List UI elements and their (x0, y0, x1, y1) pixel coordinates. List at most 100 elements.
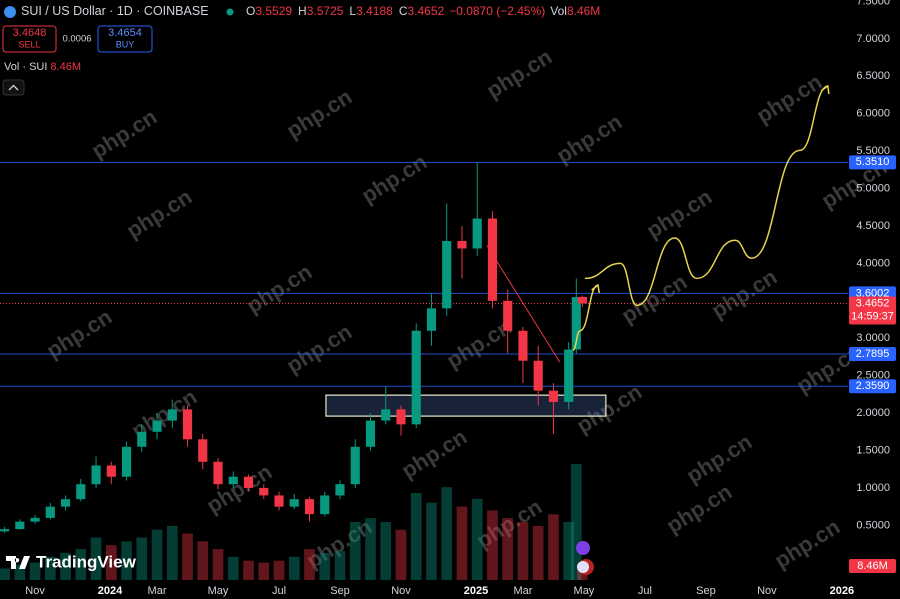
x-tick-label: Jul (638, 585, 652, 597)
volume-bar (121, 541, 132, 580)
x-tick-label: 2026 (830, 585, 854, 597)
candle-body (533, 360, 543, 391)
candle-body (228, 476, 238, 485)
level-label: 2.3590 (856, 380, 890, 392)
volume-bar (380, 522, 392, 580)
volume-bar (29, 562, 41, 580)
volume-bar (136, 537, 148, 580)
volume-bar (395, 529, 407, 580)
spread: 0.0006 (62, 34, 91, 45)
candle-body (30, 517, 40, 522)
plot (0, 84, 848, 580)
y-tick-label: 7.0000 (856, 33, 890, 45)
candle-body (60, 499, 71, 507)
level-tag (849, 347, 896, 362)
sell-label: SELL (18, 39, 40, 49)
axes: 0.50001.00001.50002.00002.50003.00003.50… (25, 0, 896, 597)
ohlc-value: 3.4652 (407, 4, 444, 18)
candle-body (548, 390, 559, 402)
volume-legend: Vol · SUI 8.46M (4, 61, 81, 73)
x-tick-label: Mar (148, 585, 167, 597)
candle-body (198, 439, 208, 462)
volume-bar (349, 522, 361, 580)
ohlc-value: 3.5725 (307, 4, 344, 18)
x-tick-label: 2024 (98, 585, 123, 597)
volume-legend-name: Vol · SUI (4, 61, 47, 73)
y-tick-label: 2.0000 (856, 407, 890, 419)
candle-body (167, 409, 177, 421)
volume-bar (532, 525, 544, 580)
volume-bar (0, 568, 10, 580)
volume-bar (319, 552, 331, 580)
tv-logo-mark (6, 556, 30, 569)
ohlc-value: 3.5529 (255, 4, 292, 18)
candle-body (411, 330, 421, 425)
volume-bar (570, 464, 582, 580)
candle-body (564, 349, 574, 402)
ohlc-line: O3.5529 H3.5725 L3.4188 C3.4652 −0.0870 (−2.… (246, 4, 600, 18)
ohlc-key: O (246, 4, 255, 18)
volume-bar (334, 551, 346, 580)
projection-path (572, 284, 599, 351)
candle-body (259, 487, 269, 496)
sell-price: 3.4648 (13, 27, 47, 39)
sell-button[interactable] (2, 25, 57, 53)
volume-bar (365, 518, 376, 580)
volume-legend-value: 8.46M (50, 61, 81, 73)
candle-body (274, 495, 284, 507)
y-tick-label: 5.5000 (856, 145, 890, 157)
buy-button[interactable] (97, 25, 153, 53)
event-icon[interactable] (576, 541, 590, 555)
x-tick-label: May (574, 585, 595, 597)
level-tag (849, 379, 896, 394)
volume-bar (105, 545, 117, 580)
ohlc-value: 3.4188 (356, 4, 393, 18)
y-tick-label: 3.0000 (856, 332, 890, 344)
y-tick-label: 1.5000 (856, 444, 890, 456)
x-tick-label: Nov (25, 585, 45, 597)
volume-bar (197, 541, 209, 580)
candle-body (577, 296, 587, 304)
volume-bar (304, 549, 315, 580)
countdown: 14:59:37 (851, 310, 894, 322)
x-tick-label: 2025 (464, 585, 488, 597)
volume-bar (410, 493, 422, 580)
candle-body (137, 431, 147, 447)
collapse-button[interactable] (2, 79, 25, 96)
candle-body (0, 529, 10, 532)
y-tick-label: 5.0000 (856, 182, 890, 194)
volume-bar (182, 533, 193, 580)
candle-body (335, 484, 345, 496)
volume-bar (166, 525, 178, 580)
volume-bar (517, 522, 529, 580)
candle-body (365, 420, 376, 447)
projection-arrow (591, 283, 601, 294)
y-tick-label: 6.0000 (856, 108, 890, 120)
candle-body (426, 308, 437, 331)
candle-body (304, 499, 315, 515)
symbol-logo (4, 6, 16, 18)
candle-body (457, 240, 467, 249)
tv-logo-text: TradingView (36, 552, 137, 571)
volume-bar (212, 549, 224, 580)
volume-bar (227, 556, 239, 580)
volume-bar (75, 549, 87, 580)
candle-body (381, 409, 391, 421)
zone (325, 394, 607, 417)
change: −0.0870 (−2.45%) (449, 4, 545, 18)
candle-body (243, 476, 254, 488)
x-tick-label: Sep (696, 585, 716, 597)
candle-body (442, 240, 452, 309)
event-flag (577, 561, 589, 573)
candle-body (152, 420, 162, 432)
candle-body (45, 506, 55, 518)
collapse-icon (8, 84, 19, 91)
y-tick-label: 4.0000 (856, 257, 890, 269)
level-label: 3.6002 (856, 287, 890, 299)
vol-key: Vol (550, 4, 567, 18)
projection-arrow (820, 84, 830, 95)
y-tick-label: 2.5000 (856, 370, 890, 382)
trend-line (486, 245, 561, 363)
header-line: SUI / US Dollar · 1D · COINBASE (21, 4, 209, 18)
last-price-tag (849, 296, 896, 325)
